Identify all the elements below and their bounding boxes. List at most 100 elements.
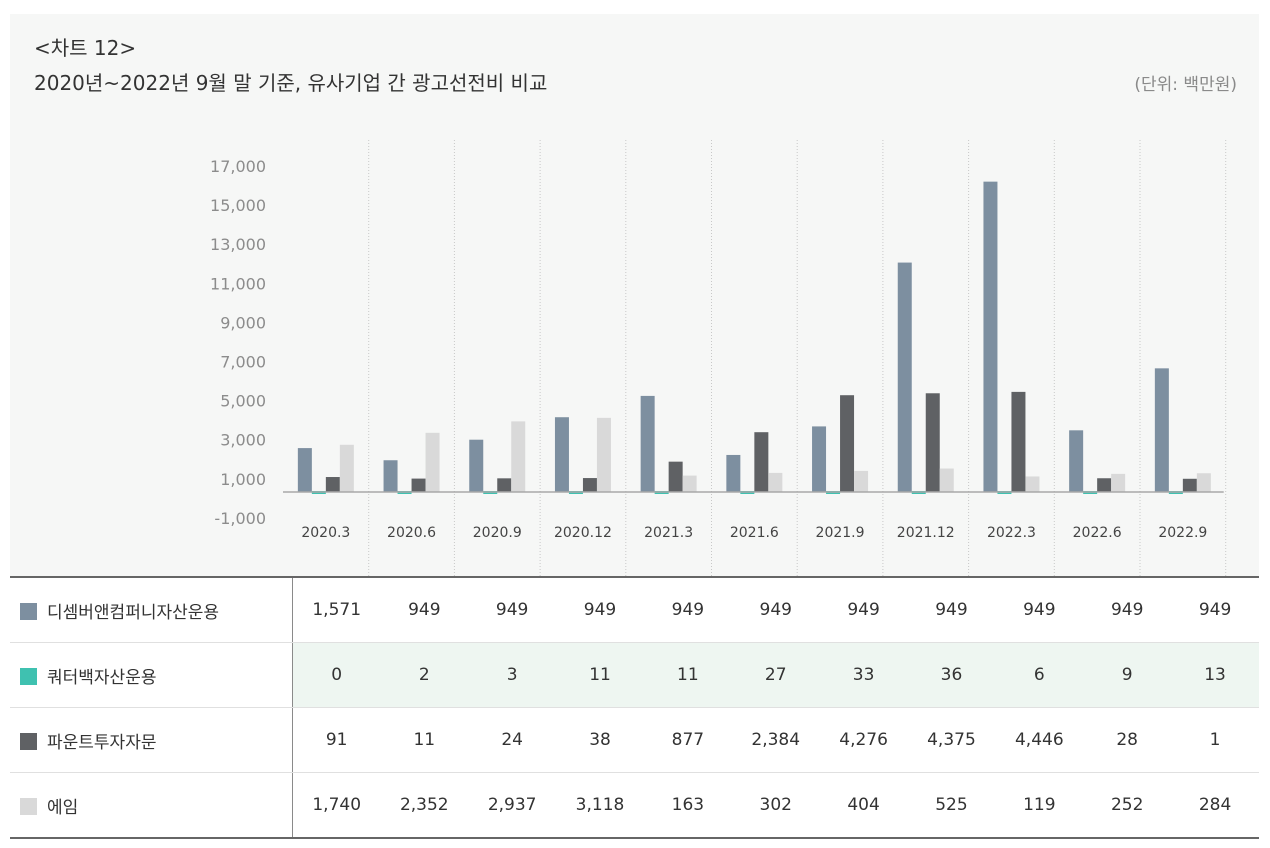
bar-series-3 [840,395,855,492]
bar-series-4 [1025,476,1040,492]
series-name: 에임 [10,772,293,838]
data-cell: 1 [1171,707,1259,773]
data-cell: 252 [1110,795,1144,815]
bar-series-1 [1154,368,1169,492]
data-cell: 3 [468,642,557,708]
bar-series-1 [297,448,312,492]
bar-series-4 [768,472,783,492]
data-cell: 949 [468,577,557,643]
data-cell: 2 [380,642,469,708]
y-tick-label: 9,000 [220,313,266,332]
series-label: 파운트투자자문 [47,732,157,753]
table-row: 디셈버앤컴퍼니자산운용 1,571 949 949 949 949 949 949 949 949… [10,577,1259,643]
bar-series-3 [411,478,426,492]
data-cell: 1,740 [312,795,362,815]
data-cell: 38 [556,707,644,773]
series-label: 디셈버앤컴퍼니자산운용 [47,602,220,623]
data-cell: 91 [292,707,381,773]
data-cell: 2,937 [487,795,537,815]
bar-series-3 [1097,478,1112,492]
y-tick-label: 11,000 [210,274,266,293]
bar-series-1 [983,181,998,492]
bar-series-3 [1011,391,1026,492]
data-cell: 11 [643,642,732,708]
legend-swatch [20,732,37,750]
data-cell: 949 [819,577,908,643]
bar-series-1 [726,454,741,492]
y-tick-label: 5,000 [220,392,266,411]
series-label: 에임 [47,797,79,818]
bar-series-3 [668,461,683,492]
x-tick-label: 2020.6 [387,525,436,541]
x-tick-label: 2022.6 [1073,525,1122,541]
data-cell: 404 [847,795,880,815]
bar-series-4 [1196,473,1211,492]
bar-series-4 [425,432,440,492]
table-row: 파운트투자자문 91 11 24 38 877 2,384 4,276 4,375 4,446 28… [10,707,1259,773]
bar-series-1 [383,460,398,492]
data-cell: 877 [643,707,732,773]
data-cell: 2,352 [399,795,449,815]
data-cell: 9 [1083,642,1172,708]
bar-series-3 [582,478,597,492]
legend-swatch [20,797,37,815]
series-name: 디셈버앤컴퍼니자산운용 [10,577,293,643]
bar-series-3 [497,478,512,492]
data-cell: 4,446 [995,707,1084,773]
x-tick-label: 2020.3 [301,525,350,541]
chart-panel [10,14,1259,576]
data-cell: 949 [380,577,469,643]
data-cell: 11 [380,707,469,773]
data-cell: 33 [819,642,908,708]
series-name: 파운트투자자문 [10,707,293,773]
bar-series-1 [897,262,912,492]
y-tick-label: 13,000 [210,235,266,254]
legend-swatch [20,602,37,620]
x-tick-label: 2020.12 [554,525,612,541]
table-row: 쿼터백자산운용 0 2 3 11 11 27 33 36 6 9 13 [10,642,1259,708]
bar-series-4 [682,475,697,492]
bar-series-4 [511,421,526,492]
bar-series-1 [469,439,484,492]
chart-title: 2020년~2022년 9월 말 기준, 유사기업 간 광고선전비 비교 [34,71,548,95]
series-name: 쿼터백자산운용 [10,642,293,708]
data-cell: 949 [643,577,732,643]
y-tick-label: 17,000 [210,157,266,176]
data-cell: 28 [1083,707,1172,773]
series-label: 쿼터백자산운용 [47,667,157,688]
bar-series-4 [854,470,869,492]
x-tick-label: 2020.9 [473,525,522,541]
x-tick-label: 2021.6 [730,525,779,541]
data-cell: 0 [292,642,381,708]
table-row: 에임 1,740 2,352 2,937 3,118 163 302 404 525 119 252… [10,772,1259,838]
data-cell: 13 [1171,642,1259,708]
x-tick-label: 2022.9 [1158,525,1207,541]
y-tick-label: 15,000 [210,196,266,215]
data-cell: 284 [1198,795,1232,815]
data-cell: 163 [671,795,705,815]
chart-number: <차트 12> [34,36,137,60]
data-cell: 4,375 [907,707,996,773]
bar-series-1 [640,395,655,492]
bar-series-3 [925,393,940,492]
x-tick-label: 2021.12 [897,525,955,541]
legend-swatch [20,667,37,685]
data-cell: 949 [995,577,1084,643]
bar-series-3 [754,432,769,492]
bar-series-4 [339,444,354,492]
bar-series-1 [1069,430,1084,492]
y-tick-label: 1,000 [220,470,266,489]
x-tick-label: 2022.3 [987,525,1036,541]
unit-label: (단위: 백만원) [1134,75,1237,95]
data-cell: 27 [731,642,820,708]
bar-series-3 [1182,478,1197,492]
data-cell: 949 [731,577,820,643]
data-cell: 11 [556,642,644,708]
y-tick-label: -1,000 [214,509,266,528]
data-cell: 1,571 [292,577,381,643]
data-cell: 36 [907,642,996,708]
x-tick-label: 2021.3 [644,525,693,541]
data-cell: 2,384 [731,707,820,773]
data-cell: 24 [468,707,557,773]
bar-series-1 [812,426,827,492]
